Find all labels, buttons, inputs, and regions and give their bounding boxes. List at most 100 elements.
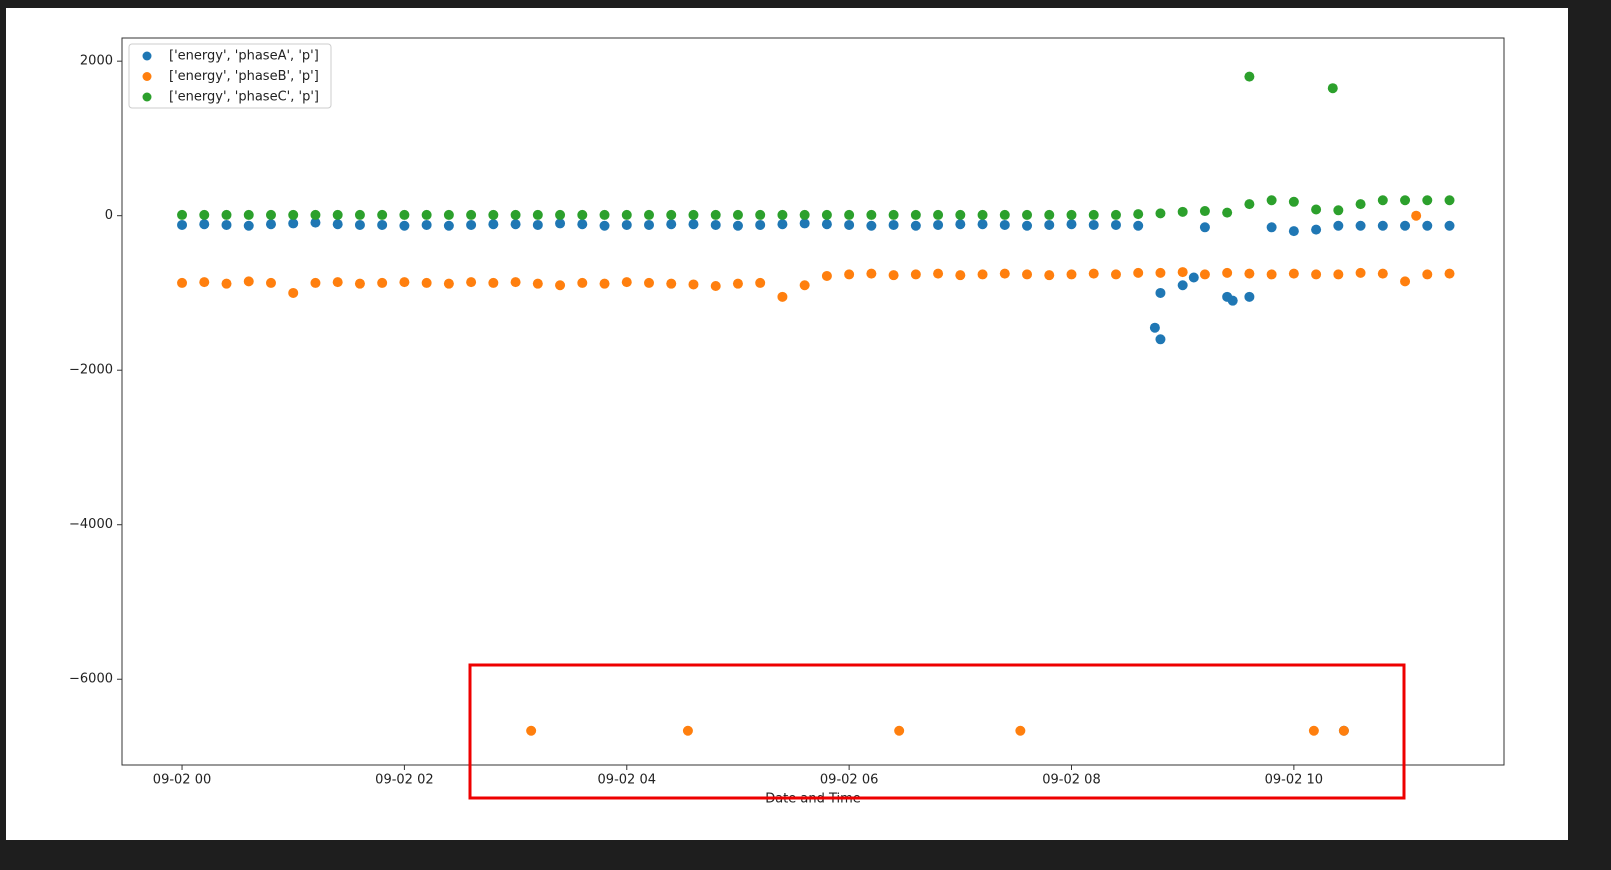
point xyxy=(265,209,276,220)
point xyxy=(1327,83,1338,94)
point xyxy=(1022,209,1033,220)
point xyxy=(1333,269,1344,280)
point xyxy=(577,219,588,230)
point xyxy=(1155,334,1166,345)
point xyxy=(1288,196,1299,207)
point xyxy=(1177,206,1188,217)
point xyxy=(310,209,321,220)
point xyxy=(710,209,721,220)
y-tick-label: −4000 xyxy=(69,517,113,532)
point xyxy=(532,219,543,230)
point xyxy=(844,209,855,220)
figure-background xyxy=(6,8,1568,840)
point xyxy=(977,209,988,220)
point xyxy=(1311,224,1322,235)
point xyxy=(977,269,988,280)
point xyxy=(488,209,499,220)
point xyxy=(1333,205,1344,216)
point xyxy=(910,209,921,220)
point xyxy=(666,209,677,220)
point xyxy=(221,219,232,230)
point xyxy=(866,209,877,220)
legend-label: ['energy', 'phaseA', 'p'] xyxy=(169,49,319,64)
point xyxy=(1155,267,1166,278)
point xyxy=(199,277,210,288)
point xyxy=(999,209,1010,220)
point xyxy=(1311,269,1322,280)
point xyxy=(1311,204,1322,215)
point xyxy=(1244,71,1255,82)
point xyxy=(644,277,655,288)
legend-label: ['energy', 'phaseC', 'p'] xyxy=(169,90,319,105)
point xyxy=(1044,219,1055,230)
point xyxy=(1422,269,1433,280)
point xyxy=(1088,219,1099,230)
point xyxy=(377,277,388,288)
point xyxy=(888,270,899,281)
point xyxy=(466,277,477,288)
point xyxy=(377,209,388,220)
point xyxy=(910,220,921,231)
point xyxy=(1110,209,1121,220)
x-tick-label: 09-02 10 xyxy=(1265,773,1323,788)
point xyxy=(755,219,766,230)
point xyxy=(1199,206,1210,217)
point xyxy=(488,277,499,288)
x-tick-label: 09-02 04 xyxy=(598,773,656,788)
point xyxy=(1177,267,1188,278)
plot-frame xyxy=(121,37,1505,766)
point xyxy=(199,219,210,230)
point xyxy=(1066,269,1077,280)
point xyxy=(955,270,966,281)
y-tick-label: −6000 xyxy=(69,672,113,687)
legend-label: ['energy', 'phaseB', 'p'] xyxy=(169,69,319,84)
point xyxy=(354,278,365,289)
point xyxy=(1066,219,1077,230)
point xyxy=(1422,220,1433,231)
point xyxy=(1066,209,1077,220)
point xyxy=(466,209,477,220)
point xyxy=(710,280,721,291)
y-tick-label: 0 xyxy=(105,208,113,223)
point xyxy=(443,209,454,220)
point xyxy=(243,276,254,287)
point xyxy=(1222,207,1233,218)
point xyxy=(243,220,254,231)
point xyxy=(1355,220,1366,231)
point xyxy=(688,219,699,230)
point xyxy=(1222,267,1233,278)
point xyxy=(1149,322,1160,333)
point xyxy=(1022,269,1033,280)
point xyxy=(532,209,543,220)
point xyxy=(933,209,944,220)
point xyxy=(1355,267,1366,278)
point xyxy=(332,219,343,230)
point xyxy=(1199,222,1210,233)
point xyxy=(1044,209,1055,220)
point xyxy=(1177,280,1188,291)
point xyxy=(755,277,766,288)
legend-marker xyxy=(142,92,152,102)
point xyxy=(844,269,855,280)
point xyxy=(243,209,254,220)
point xyxy=(443,278,454,289)
point xyxy=(221,209,232,220)
point xyxy=(1377,268,1388,279)
point xyxy=(199,209,210,220)
y-tick-label: −2000 xyxy=(69,363,113,378)
point xyxy=(1400,220,1411,231)
point xyxy=(1444,195,1455,206)
point xyxy=(1422,195,1433,206)
point xyxy=(1308,725,1319,736)
point xyxy=(288,218,299,229)
point xyxy=(1155,208,1166,219)
point xyxy=(821,219,832,230)
point xyxy=(1355,199,1366,210)
point xyxy=(354,209,365,220)
point xyxy=(221,278,232,289)
point xyxy=(621,209,632,220)
point xyxy=(555,280,566,291)
point xyxy=(177,209,188,220)
point xyxy=(894,725,905,736)
